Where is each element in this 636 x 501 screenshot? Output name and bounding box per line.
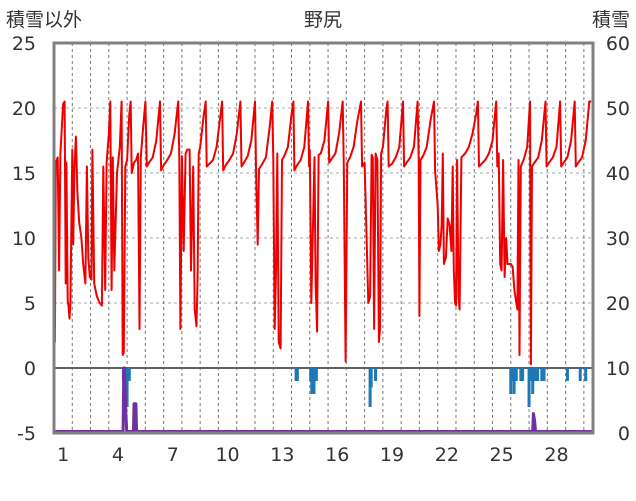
y-tick-label-left: 25: [12, 33, 36, 55]
precip-bar: [519, 368, 523, 381]
precip-bar: [512, 368, 516, 394]
y-tick-label-left: 5: [24, 293, 36, 315]
precip-bar: [369, 368, 373, 388]
precip-bar: [565, 368, 569, 381]
precip-bar: [527, 368, 531, 407]
x-tick-label: 28: [544, 444, 568, 466]
x-tick-label: 16: [325, 444, 349, 466]
y-tick-label-left: 0: [24, 358, 36, 380]
x-tick-label: 7: [167, 444, 179, 466]
chart-title: 野尻: [304, 9, 342, 31]
plot-frame: [52, 41, 595, 435]
x-tick-label: 22: [435, 444, 459, 466]
precip-bar: [514, 368, 518, 381]
y-tick-label-right: 40: [606, 163, 630, 185]
y-axis-label-left: 積雪以外: [6, 9, 82, 31]
y-tick-label-right: 10: [606, 358, 630, 380]
y-tick-label-left: 15: [12, 163, 36, 185]
x-tick-labels: 1 4 7 10 13 16 19 22 25 28: [57, 444, 568, 466]
y-tick-labels-right: 60 50 40 30 20 10 0: [606, 33, 630, 445]
x-tick-label: 4: [112, 444, 124, 466]
precip-bar: [584, 368, 588, 381]
snow-depth-line: [54, 366, 593, 433]
x-tick-label: 13: [270, 444, 294, 466]
y-tick-label-left: 20: [12, 98, 36, 120]
y-tick-label-right: 0: [618, 423, 630, 445]
precip-bar: [536, 368, 540, 381]
precip-bar: [542, 368, 546, 381]
y-tick-label-left: 10: [12, 228, 36, 250]
y-tick-label-right: 30: [606, 228, 630, 250]
precip-bar: [314, 368, 318, 381]
precip-bar: [295, 368, 299, 381]
precip-bar: [374, 368, 378, 381]
y-tick-label-right: 20: [606, 293, 630, 315]
y-tick-label-right: 50: [606, 98, 630, 120]
temperature-line: [53, 100, 592, 366]
x-tick-label: 1: [57, 444, 69, 466]
precip-bar: [125, 368, 129, 407]
y-tick-labels-left: 25 20 15 10 5 0 -5: [12, 33, 36, 445]
y-tick-label-left: -5: [17, 423, 36, 445]
x-tick-label: 10: [215, 444, 239, 466]
precip-bar: [578, 368, 582, 381]
precip-bar: [521, 368, 525, 381]
precipitation-bars: [121, 368, 588, 407]
x-tick-label: 19: [380, 444, 404, 466]
y-axis-label-right: 積雪: [592, 9, 630, 31]
precip-bar: [127, 368, 131, 381]
y-tick-label-right: 60: [606, 33, 630, 55]
x-tick-label: 25: [490, 444, 514, 466]
